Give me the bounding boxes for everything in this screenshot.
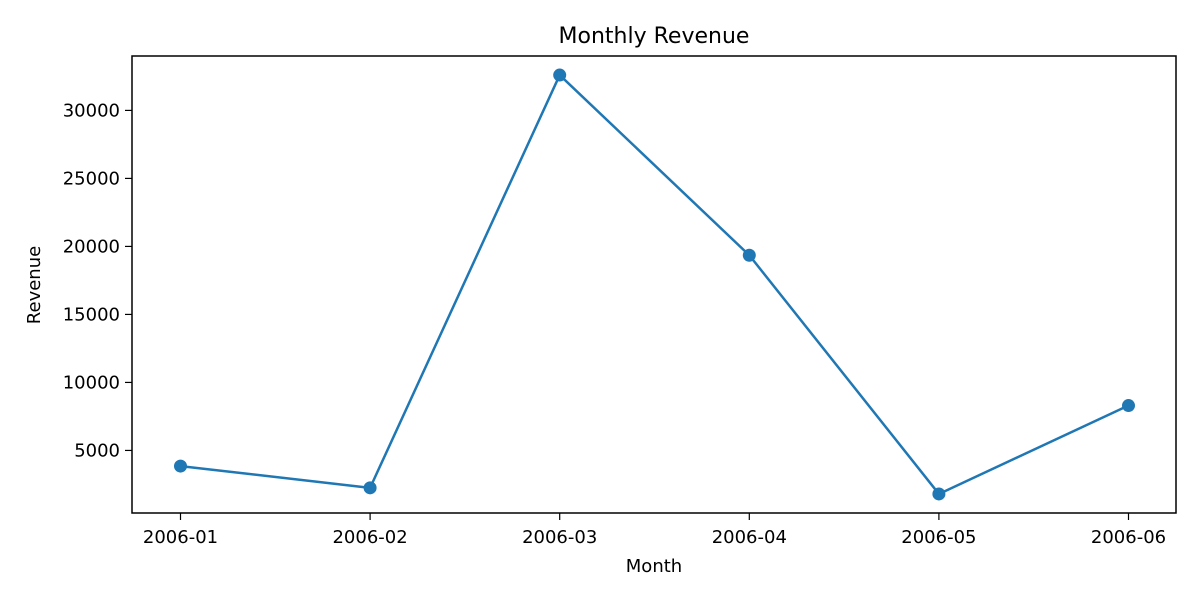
data-point bbox=[742, 248, 756, 262]
y-tick-label: 15000 bbox=[63, 304, 120, 325]
y-tick-label: 30000 bbox=[63, 100, 120, 121]
x-tick-label: 2006-05 bbox=[901, 527, 976, 548]
series-layer bbox=[174, 68, 1135, 501]
y-tick-label: 5000 bbox=[74, 440, 120, 461]
plot-area-frame bbox=[131, 55, 1177, 514]
x-tick-label: 2006-06 bbox=[1091, 527, 1166, 548]
data-point bbox=[174, 459, 187, 473]
y-axis: 5000 10000 15000 20000 25000 30000 bbox=[63, 100, 132, 461]
y-tick-label: 20000 bbox=[63, 236, 120, 257]
data-point bbox=[1122, 399, 1135, 413]
y-tick-label: 10000 bbox=[63, 372, 120, 393]
x-axis: 2006-01 2006-02 2006-03 2006-04 2006-05 2006-… bbox=[143, 513, 1166, 548]
y-tick-label: 25000 bbox=[63, 168, 120, 189]
x-tick-label: 2006-01 bbox=[143, 527, 218, 548]
x-tick-label: 2006-02 bbox=[332, 527, 407, 548]
data-point bbox=[363, 481, 377, 495]
x-tick-label: 2006-03 bbox=[522, 527, 597, 548]
x-axis-label: Month bbox=[626, 556, 682, 577]
data-point bbox=[553, 68, 567, 82]
x-tick-label: 2006-04 bbox=[712, 527, 787, 548]
y-axis-label: Revenue bbox=[24, 246, 45, 324]
data-point bbox=[932, 487, 946, 501]
chart-title: Monthly Revenue bbox=[559, 24, 750, 49]
series-line bbox=[180, 73, 1130, 496]
